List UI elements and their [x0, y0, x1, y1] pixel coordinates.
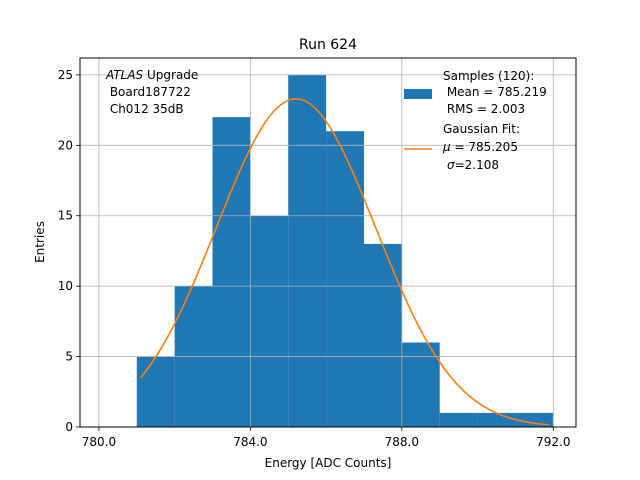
annotation-line-1: ATLAS Upgrade [105, 68, 198, 82]
annotation-italic: ATLAS [105, 68, 144, 82]
y-tick-label: 25 [58, 68, 73, 82]
x-axis-label: Energy [ADC Counts] [265, 456, 392, 470]
axis-ticks: 780.0 784.0 788.0 792.0 0 5 10 15 20 25 [58, 68, 571, 449]
histogram-bar [439, 412, 478, 427]
gaussian-fit-line [139, 98, 550, 426]
x-tick-label: 784.0 [233, 435, 267, 449]
legend: Samples (120): Mean = 785.219 RMS = 2.00… [404, 69, 547, 172]
histogram-bar [212, 117, 251, 427]
y-tick-label: 15 [58, 209, 73, 223]
y-axis-label: Entries [33, 221, 47, 263]
sigma-value: =2.108 [455, 158, 499, 172]
sigma-symbol: σ [447, 158, 455, 172]
histogram-bar [401, 342, 440, 427]
histogram-bar [477, 412, 516, 427]
histogram-bar [363, 243, 402, 427]
x-tick-label: 788.0 [385, 435, 419, 449]
mu-symbol: μ [442, 140, 451, 154]
legend-samples-label: Samples (120): [443, 69, 534, 83]
x-tick-label: 780.0 [82, 435, 116, 449]
x-tick-label: 792.0 [536, 435, 570, 449]
fit-curve [139, 98, 550, 426]
mu-value: = 785.205 [451, 140, 518, 154]
chart-title: Run 624 [299, 37, 357, 53]
legend-mean: Mean = 785.219 [443, 85, 547, 99]
histogram-bar [515, 412, 554, 427]
histogram-bar [136, 356, 175, 427]
legend-mu: μ = 785.205 [442, 140, 518, 154]
histogram-bar [250, 215, 289, 427]
y-tick-label: 10 [58, 279, 73, 293]
y-tick-label: 20 [58, 138, 73, 152]
legend-bar-swatch [404, 89, 432, 99]
histogram-bars [136, 74, 554, 428]
histogram-bar [288, 74, 327, 428]
annotation-line-3: Ch012 35dB [106, 102, 184, 116]
histogram-bar [326, 131, 364, 428]
annotation-line-2: Board187722 [106, 85, 191, 99]
legend-rms: RMS = 2.003 [443, 102, 525, 116]
y-tick-label: 5 [65, 350, 73, 364]
annotation-rest: Upgrade [143, 68, 198, 82]
plot-frame [79, 57, 577, 428]
atlas-annotation: ATLAS Upgrade Board187722 Ch012 35dB [105, 68, 198, 116]
y-tick-label: 0 [65, 420, 73, 434]
legend-sigma: σ=2.108 [447, 158, 499, 172]
legend-fit-label: Gaussian Fit: [443, 122, 520, 136]
